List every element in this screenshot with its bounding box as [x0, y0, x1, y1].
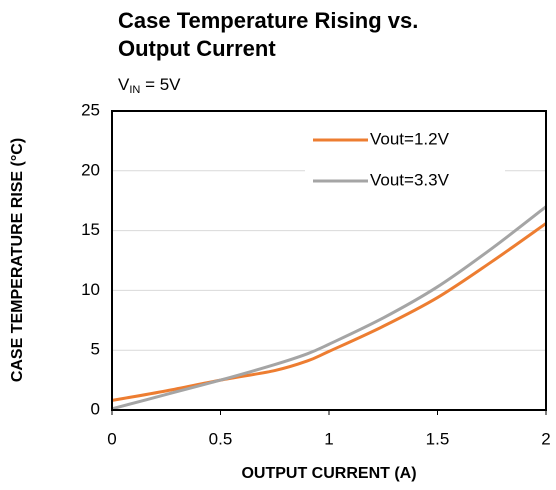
line-series — [111, 222, 547, 402]
x-tick-label: 0 — [107, 429, 116, 448]
legend-label: Vout=3.3V — [370, 170, 450, 189]
legend-box — [305, 122, 505, 208]
y-tick-label: 15 — [81, 220, 100, 239]
y-axis-label: CASE TEMPERATURE RISE (°C) — [9, 138, 26, 382]
chart-subtitle: VIN = 5V — [118, 75, 181, 95]
y-tick-label: 0 — [91, 399, 100, 418]
line-series — [111, 205, 547, 411]
x-tick-label: 2 — [541, 429, 550, 448]
plot-frame — [111, 110, 547, 411]
x-tick-label: 0.5 — [209, 429, 233, 448]
chart-title: Output Current — [118, 36, 276, 61]
x-axis-label: OUTPUT CURRENT (A) — [241, 465, 416, 482]
y-tick-label: 10 — [81, 280, 100, 299]
y-tick-label: 5 — [91, 340, 100, 359]
x-tick-label: 1 — [324, 429, 333, 448]
legend-label: Vout=1.2V — [370, 129, 450, 148]
x-tick-label: 1.5 — [426, 429, 450, 448]
y-tick-label: 20 — [81, 160, 100, 179]
y-tick-label: 25 — [81, 100, 100, 119]
chart-title: Case Temperature Rising vs. — [118, 8, 418, 33]
